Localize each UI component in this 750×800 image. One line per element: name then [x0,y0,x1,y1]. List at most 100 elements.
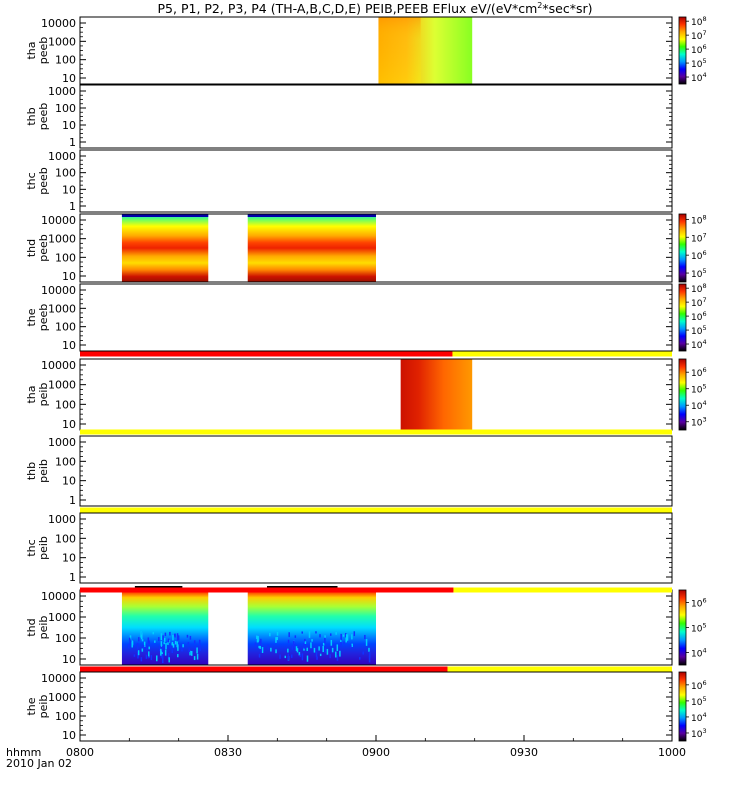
colorbar-the-peib: 106 105 104 103 [678,671,707,742]
y-tick-label: 100 [55,532,76,545]
y-axis-label: thdpeeb [25,234,50,262]
y-axis-label: thapeeb [25,37,50,65]
colorbar-tick-label: 105 [691,57,707,70]
y-axis-label: thepeeb [25,304,50,332]
panel-frame [79,671,673,742]
colorbar-tick-label: 106 [691,310,707,323]
y-tick-label: 10 [62,552,76,565]
panel-frame [79,16,673,85]
y-tick-label: 1 [69,136,76,149]
mode-bar-segment [452,351,672,357]
panel-tha-peib: 10000 1000 100 10 thapeib 106 105 104 103 [25,358,707,431]
colorbar-tick-label: 104 [691,399,707,412]
colorbar-tick-label: 108 [691,282,707,295]
y-axis-label: thbpeib [25,459,50,483]
panel-thb-peib: 1000 100 10 1 thbpeib [25,435,673,507]
y-tick-label: 1000 [48,513,76,526]
x-tick-label: 0900 [362,746,390,759]
colorbar-tick-label: 108 [691,213,707,226]
y-axis-label: thbpeeb [25,103,50,131]
colorbar-tick-label: 103 [691,416,707,429]
x-tick-label: 0800 [66,746,94,759]
y-tick-label: 10 [62,653,76,666]
spectrogram-edge [247,214,376,217]
mode-bar-segment [80,587,454,593]
colorbar-tick-label: 106 [691,249,707,262]
y-tick-label: 10000 [41,284,76,297]
panel-the-peib: 10000 1000 100 10 thepeib 106 105 104 103 [25,671,707,742]
y-tick-label: 100 [55,455,76,468]
y-tick-label: 100 [55,398,76,411]
y-tick-label: 10 [62,339,76,352]
mode-bars-layer [80,351,672,672]
y-tick-label: 1000 [48,302,76,315]
colorbar-tick-label: 108 [691,15,707,28]
y-tick-label: 1000 [48,150,76,163]
colorbar-tick-label: 104 [691,71,707,84]
panel-thc-peeb: 1000 100 10 1 thcpeeb [25,149,673,213]
y-tick-label: 1000 [48,85,76,98]
colorbar-thd-peeb: 108 107 106 105 [678,213,707,283]
y-tick-label: 10 [62,72,76,85]
y-tick-label: 10000 [41,17,76,30]
colorbar-tick-label: 103 [691,727,707,740]
y-tick-label: 10000 [41,214,76,227]
noise-speckle [127,631,201,664]
y-tick-label: 100 [55,102,76,115]
spectrogram-block-thd-peib-1 [247,590,376,665]
x-tick-label: 1000 [658,746,686,759]
colorbar-tick-label: 105 [691,267,707,280]
colorbar-tick-label: 105 [691,622,707,635]
y-tick-label: 10 [62,119,76,132]
y-tick-label: 1 [69,571,76,584]
panel-frame [79,435,673,507]
mode-bar-segment [80,666,448,672]
colorbar-tick-label: 107 [691,29,707,42]
colorbar-tick-label: 104 [691,711,707,724]
y-tick-label: 100 [55,251,76,264]
colorbar-thd-peib: 106 105 104 [678,589,707,666]
y-axis-label: thepeib [25,695,50,719]
colorbar-tick-label: 105 [691,324,707,337]
y-tick-label: 10 [62,475,76,488]
y-tick-label: 1000 [48,611,76,624]
x-axis-date: 2010 Jan 02 [6,757,72,770]
colorbar-tick-label: 105 [691,383,707,396]
panel-thc-peib: 1000 100 10 1 thcpeib [25,512,673,584]
panel-frame [79,512,673,584]
colorbar-tick-label: 106 [691,597,707,610]
y-tick-label: 10000 [41,672,76,685]
marker-bar [134,586,183,589]
y-tick-label: 10000 [41,590,76,603]
y-tick-label: 10 [62,418,76,431]
mode-bar-segment [453,587,672,593]
panel-frame [79,358,673,431]
y-tick-label: 1000 [48,436,76,449]
y-axis-label: thcpeeb [25,167,50,195]
panel-thd-peib: 10000 1000 100 10 thdpeib 106 105 104 [25,586,707,666]
y-tick-label: 10 [62,729,76,742]
spectrogram-block-tha-peib-0 [400,359,473,430]
y-axis-label: thcpeib [25,536,50,560]
y-tick-label: 1 [69,494,76,507]
panel-frame [79,84,673,149]
colorbar-tick-label: 106 [691,679,707,692]
y-tick-label: 1 [69,200,76,213]
x-tick-label: 0930 [510,746,538,759]
colorbar-tick-label: 106 [691,43,707,56]
spectrogram-block-thd-peeb-1 [247,214,376,282]
y-tick-label: 10000 [41,359,76,372]
x-tick-label: 0830 [214,746,242,759]
colorbar-tha-peib: 106 105 104 103 [678,358,707,431]
y-tick-label: 100 [55,632,76,645]
colorbar-tick-label: 107 [691,231,707,244]
y-tick-label: 100 [55,321,76,334]
y-tick-label: 100 [55,54,76,67]
panel-thb-peeb: 1000 100 10 1 thbpeeb [25,84,673,149]
noise-speckle [254,631,371,663]
